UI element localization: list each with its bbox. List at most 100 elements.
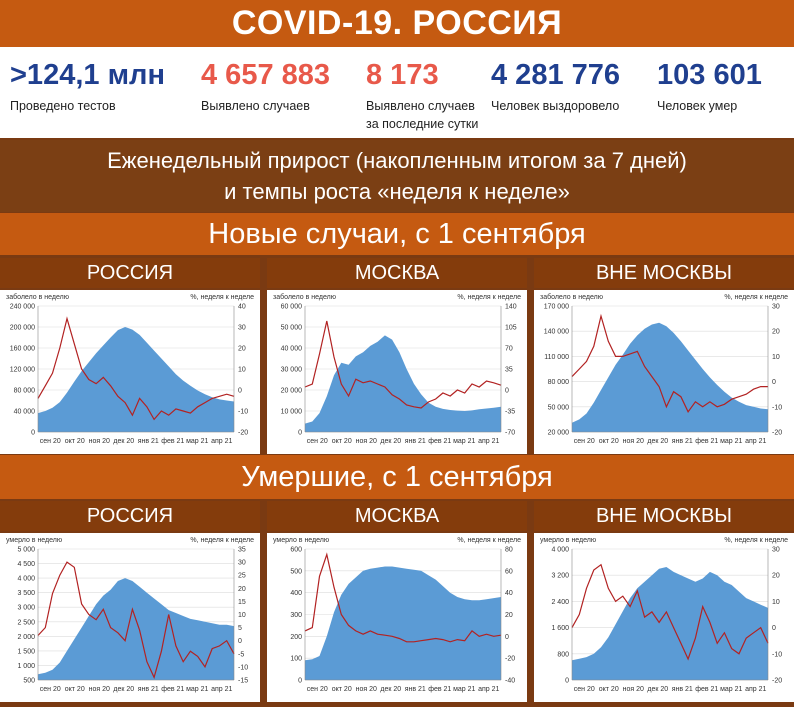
left-axis-label: умерло в неделю (6, 537, 62, 544)
left-tick-label: 3 200 (551, 573, 569, 580)
x-tick-label: фев 21 (695, 686, 718, 693)
x-tick-label: окт 20 (599, 438, 619, 445)
x-tick-label: сен 20 (307, 686, 328, 693)
left-tick-label: 1 500 (17, 648, 35, 655)
left-tick-label: 800 (557, 651, 569, 658)
chart-deaths-russia: умерло в неделю %, неделя к неделе 500 1 00… (6, 537, 254, 693)
left-tick-label: 500 (23, 678, 35, 685)
left-tick-label: 140 000 (544, 329, 569, 336)
left-tick-label: 2 000 (17, 634, 35, 641)
right-tick-label: 30 (238, 325, 246, 332)
x-tick-label: мар 21 (453, 686, 475, 693)
left-tick-label: 0 (298, 430, 302, 437)
stat-value: 103 601 (657, 59, 762, 91)
x-tick-label: окт 20 (599, 686, 619, 693)
left-tick-label: 600 (290, 547, 302, 554)
stat-label: Проведено тестов (10, 99, 116, 113)
area-series (572, 322, 768, 432)
line-series (571, 313, 768, 413)
left-tick-label: 1 600 (551, 625, 569, 632)
x-tick-label: ноя 20 (623, 686, 644, 693)
x-tick-label: янв 21 (138, 686, 159, 693)
left-tick-label: 2 500 (17, 619, 35, 626)
chart-header: РОССИЯ (0, 258, 260, 288)
right-tick-label: 25 (238, 573, 246, 580)
right-tick-label: -5 (238, 651, 244, 658)
x-tick-label: янв 21 (405, 686, 426, 693)
x-tick-label: мар 21 (720, 438, 742, 445)
x-tick-label: сен 20 (40, 686, 61, 693)
stats-bar: >124,1 млн Проведено тестов 4 657 883 Вы… (0, 47, 794, 138)
x-tick-label: мар 21 (720, 686, 742, 693)
x-tick-label: сен 20 (574, 686, 595, 693)
page-title: COVID-19. РОССИЯ (0, 0, 794, 47)
left-tick-label: 0 (565, 678, 569, 685)
x-tick-label: апр 21 (745, 686, 766, 693)
left-axis-label: заболело в неделю (6, 293, 69, 301)
x-tick-label: янв 21 (138, 438, 159, 445)
area-series (38, 327, 234, 432)
x-tick-label: окт 20 (332, 438, 352, 445)
right-tick-label: -15 (238, 678, 248, 685)
x-tick-label: сен 20 (307, 438, 328, 445)
left-tick-label: 240 000 (10, 304, 35, 311)
left-tick-label: 50 000 (281, 325, 303, 332)
right-tick-label: 30 (238, 560, 246, 567)
right-tick-label: 0 (238, 638, 242, 645)
x-tick-label: ноя 20 (356, 686, 377, 693)
right-tick-label: 10 (238, 612, 246, 619)
right-tick-label: -35 (505, 409, 515, 416)
x-tick-label: фев 21 (695, 438, 718, 445)
right-tick-label: 15 (238, 599, 246, 606)
right-tick-label: 5 (238, 625, 242, 632)
area-series (572, 567, 768, 680)
x-tick-label: окт 20 (65, 438, 85, 445)
right-tick-label: -70 (505, 430, 515, 437)
left-tick-label: 4 500 (17, 561, 35, 568)
x-tick-label: янв 21 (672, 438, 693, 445)
x-tick-label: фев 21 (161, 686, 184, 693)
right-axis-label: %, неделя к неделе (724, 294, 788, 301)
left-tick-label: 10 000 (281, 409, 303, 416)
right-tick-label: 30 (772, 547, 780, 554)
right-tick-label: -10 (772, 404, 782, 411)
left-tick-label: 50 000 (548, 404, 570, 411)
x-tick-label: фев 21 (428, 686, 451, 693)
right-tick-label: -10 (772, 651, 782, 658)
left-tick-label: 30 000 (281, 367, 303, 374)
x-tick-label: мар 21 (186, 438, 208, 445)
left-tick-label: 5 000 (17, 547, 35, 554)
chart-cases-moscow: заболело в неделю %, неделя к неделе 0 10 0… (273, 293, 521, 445)
right-axis-label: %, неделя к неделе (190, 294, 254, 301)
chart-header: РОССИЯ (0, 501, 260, 531)
right-tick-label: 140 (505, 304, 517, 311)
line-series (304, 320, 502, 409)
left-tick-label: 40 000 (14, 409, 36, 416)
subtitle-line-2: и темпы роста «неделя к неделе» (224, 179, 570, 204)
right-tick-label: 40 (505, 590, 513, 597)
x-tick-label: дек 20 (380, 438, 401, 445)
x-tick-label: апр 21 (211, 686, 232, 693)
x-tick-label: ноя 20 (89, 686, 110, 693)
line-series (304, 552, 502, 643)
stat-value: 8 173 (366, 59, 439, 91)
stat-label: Выявлено случаев за последние сутки (366, 99, 479, 131)
x-tick-label: ноя 20 (89, 438, 110, 445)
right-tick-label: 20 (238, 346, 246, 353)
left-tick-label: 4 000 (551, 547, 569, 554)
right-tick-label: 0 (505, 634, 509, 641)
right-tick-label: 0 (238, 388, 242, 395)
x-tick-label: сен 20 (40, 438, 61, 445)
subtitle-line-1: Еженедельный прирост (накопленным итогом… (107, 148, 687, 173)
subtitle: Еженедельный прирост (накопленным итогом… (0, 140, 794, 212)
area-series (38, 578, 234, 680)
stat-value: 4 281 776 (491, 59, 621, 91)
left-tick-label: 170 000 (544, 304, 569, 311)
right-tick-label: 20 (505, 612, 513, 619)
left-tick-label: 80 000 (548, 379, 570, 386)
right-tick-label: 40 (238, 304, 246, 311)
right-tick-label: 0 (772, 379, 776, 386)
right-tick-label: -40 (505, 678, 515, 685)
x-tick-label: дек 20 (647, 686, 668, 693)
stat-daily-cases: 8 173 Выявлено случаев за последние сутк… (366, 55, 484, 133)
